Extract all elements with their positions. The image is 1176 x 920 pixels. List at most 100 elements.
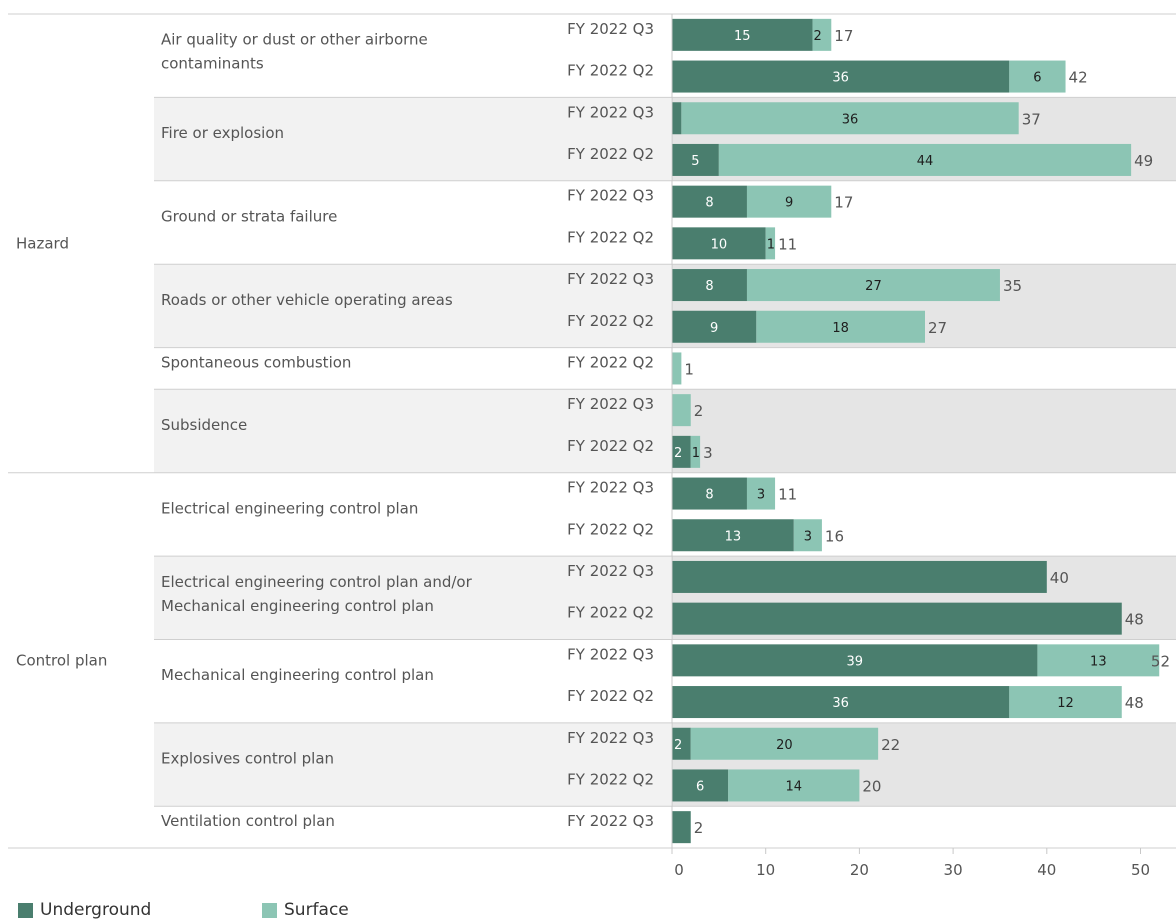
label-underground: 15 (734, 29, 751, 44)
label-total: 42 (1069, 69, 1088, 87)
group-label: Control plan (16, 651, 107, 669)
category-label: Fire or explosion (161, 124, 284, 142)
bar-surface (672, 394, 691, 427)
bar-surface (765, 227, 776, 260)
period-label: FY 2022 Q2 (567, 770, 654, 788)
label-total: 48 (1125, 611, 1144, 629)
category-label: Ground or strata failure (161, 208, 337, 226)
label-total: 22 (881, 736, 900, 754)
label-surface: 6 (1033, 71, 1041, 86)
label-surface: 3 (757, 488, 765, 503)
bar-surface (746, 269, 1000, 302)
label-underground: 8 (705, 488, 713, 503)
label-underground: 5 (691, 154, 699, 169)
period-label: FY 2022 Q2 (567, 228, 654, 246)
label-surface: 9 (785, 196, 793, 211)
bar-surface (672, 352, 682, 385)
legend-label-surface: Surface (284, 900, 349, 920)
x-tick-label: 10 (756, 861, 775, 879)
category-label: Electrical engineering control plan and/… (161, 573, 473, 591)
label-underground: 8 (705, 196, 713, 211)
bar-underground (672, 477, 747, 510)
period-label: FY 2022 Q3 (567, 187, 654, 205)
label-surface: 1 (692, 446, 700, 461)
bar-underground (672, 102, 682, 135)
category-label: Roads or other vehicle operating areas (161, 291, 453, 309)
bar-surface (1037, 644, 1160, 677)
bar-underground (672, 143, 719, 176)
label-total: 1 (684, 360, 694, 378)
bar-underground (672, 185, 747, 218)
group-label: Hazard (16, 234, 69, 252)
legend-swatch-underground (18, 902, 33, 918)
period-label: FY 2022 Q3 (567, 103, 654, 121)
legend-surface: Surface (262, 900, 349, 920)
label-total: 17 (834, 27, 853, 45)
label-surface: 27 (865, 279, 882, 294)
label-surface: 3 (804, 529, 812, 544)
x-tick-label: 30 (944, 861, 963, 879)
period-label: FY 2022 Q3 (567, 562, 654, 580)
category-label: Subsidence (161, 416, 247, 434)
bar-surface (1009, 60, 1066, 93)
bar-underground (672, 435, 691, 468)
label-surface: 36 (842, 112, 859, 127)
category-label: Ventilation control plan (161, 812, 335, 830)
period-label: FY 2022 Q3 (567, 812, 654, 830)
period-label: FY 2022 Q3 (567, 20, 654, 38)
label-total: 48 (1125, 694, 1144, 712)
period-label: FY 2022 Q2 (567, 437, 654, 455)
label-total: 52 (1151, 652, 1170, 670)
label-surface: 1 (767, 237, 775, 252)
bar-underground (672, 310, 757, 343)
period-label: FY 2022 Q2 (567, 687, 654, 705)
category-label: contaminants (161, 55, 264, 73)
category-label: Spontaneous combustion (161, 353, 351, 371)
label-total: 40 (1050, 569, 1069, 587)
period-label: FY 2022 Q3 (567, 645, 654, 663)
period-label: FY 2022 Q3 (567, 729, 654, 747)
label-underground: 36 (832, 71, 849, 86)
bar-underground (672, 60, 1010, 93)
bar-underground (672, 560, 1047, 593)
label-surface: 18 (832, 321, 849, 336)
bar-surface (681, 102, 1019, 135)
bar-surface (718, 143, 1132, 176)
legend-swatch-surface (262, 902, 277, 918)
label-total: 3 (703, 444, 713, 462)
period-label: FY 2022 Q2 (567, 353, 654, 371)
category-label: Mechanical engineering control plan (161, 597, 434, 615)
label-total: 37 (1022, 110, 1041, 128)
period-label: FY 2022 Q2 (567, 520, 654, 538)
label-underground: 36 (832, 696, 849, 711)
label-underground: 10 (711, 237, 728, 252)
bar-surface (812, 18, 832, 51)
label-underground: 39 (846, 654, 863, 669)
category-band (154, 264, 671, 348)
category-label: Explosives control plan (161, 750, 334, 768)
label-underground: 8 (705, 279, 713, 294)
x-tick-label: 40 (1037, 861, 1056, 879)
bar-underground (672, 227, 766, 260)
x-tick-label: 50 (1131, 861, 1150, 879)
category-band (154, 97, 671, 181)
period-label: FY 2022 Q2 (567, 312, 654, 330)
category-label: Air quality or dust or other airborne (161, 31, 428, 49)
label-surface: 13 (1090, 654, 1107, 669)
label-underground: 2 (674, 446, 682, 461)
label-total: 11 (778, 486, 797, 504)
bar-underground (672, 519, 794, 552)
legend-underground: Underground (18, 900, 151, 920)
bar-surface (756, 310, 925, 343)
category-label: Electrical engineering control plan (161, 499, 418, 517)
label-total: 2 (694, 819, 704, 837)
bar-underground (672, 602, 1122, 635)
x-tick-label: 0 (674, 861, 684, 879)
bar-surface (793, 519, 822, 552)
label-total: 2 (694, 402, 704, 420)
label-surface: 12 (1057, 696, 1074, 711)
period-label: FY 2022 Q3 (567, 479, 654, 497)
category-band (154, 722, 671, 807)
bar-underground (672, 769, 729, 802)
bar-underground (672, 727, 691, 760)
